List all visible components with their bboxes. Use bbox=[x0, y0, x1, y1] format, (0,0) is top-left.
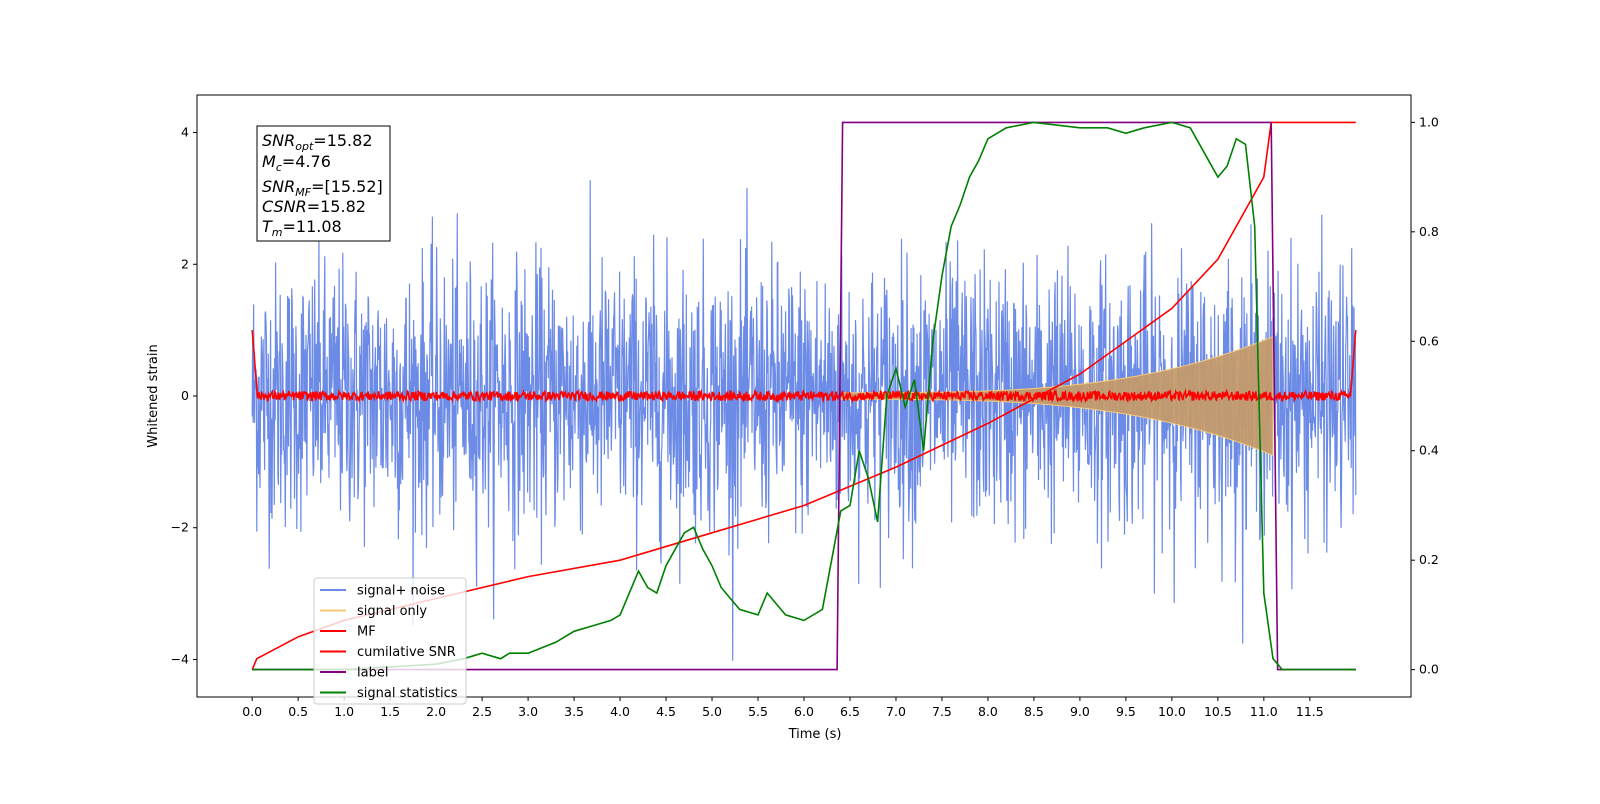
x-tick-label: 8.5 bbox=[1024, 704, 1044, 719]
annotation-line: CSNR=15.82 bbox=[262, 197, 366, 216]
x-tick-label: 0.5 bbox=[288, 704, 308, 719]
x-tick-label: 10.0 bbox=[1158, 704, 1186, 719]
x-tick-label: 0.0 bbox=[242, 704, 262, 719]
x-tick-label: 5.0 bbox=[702, 704, 722, 719]
annotation-line: SNRMF=[15.52] bbox=[262, 177, 383, 199]
line-signal-statistics bbox=[252, 121, 1356, 671]
x-tick-label: 2.0 bbox=[426, 704, 446, 719]
x-tick-label: 11.5 bbox=[1296, 704, 1324, 719]
x-tick-label: 1.5 bbox=[380, 704, 400, 719]
x-axis-label: Time (s) bbox=[788, 727, 842, 742]
x-tick-label: 9.0 bbox=[1070, 704, 1090, 719]
legend: signal+ noise signal only MF cumilative SNR… bbox=[313, 577, 467, 705]
legend-label: signal only bbox=[357, 604, 427, 619]
legend-label: cumilative SNR bbox=[357, 645, 456, 660]
x-tick-label: 4.0 bbox=[610, 704, 630, 719]
y-axis-left-ticks: 4 2 0 −2 −4 bbox=[171, 125, 197, 666]
y-right-tick-label: 0.2 bbox=[1419, 552, 1439, 567]
x-tick-label: 3.5 bbox=[564, 704, 584, 719]
x-tick-label: 6.0 bbox=[794, 704, 814, 719]
y-axis-right-ticks: 1.0 0.8 0.6 0.4 0.2 0.0 bbox=[1411, 114, 1439, 677]
x-tick-label: 10.5 bbox=[1204, 704, 1232, 719]
annotation-line: Tm=11.08 bbox=[262, 217, 342, 239]
annotation-line: SNRopt=15.82 bbox=[262, 131, 373, 153]
y-right-tick-label: 0.4 bbox=[1419, 443, 1439, 458]
y-left-tick-label: −2 bbox=[171, 520, 189, 535]
y-left-tick-label: 2 bbox=[181, 256, 189, 271]
x-tick-label: 2.5 bbox=[472, 704, 492, 719]
x-tick-label: 6.5 bbox=[840, 704, 860, 719]
line-mf bbox=[251, 330, 1357, 404]
legend-label: signal+ noise bbox=[357, 584, 445, 599]
y-left-tick-label: −4 bbox=[171, 651, 189, 666]
y-right-tick-label: 1.0 bbox=[1419, 114, 1439, 129]
x-tick-label: 1.0 bbox=[334, 704, 354, 719]
y-axis-label: Whitened strain bbox=[146, 344, 161, 447]
series-signal-noise bbox=[251, 180, 1357, 661]
x-tick-label: 8.0 bbox=[978, 704, 998, 719]
legend-label: signal statistics bbox=[357, 686, 458, 701]
x-tick-label: 7.5 bbox=[932, 704, 952, 719]
y-left-tick-label: 4 bbox=[181, 125, 189, 140]
x-tick-label: 4.5 bbox=[656, 704, 676, 719]
legend-label: label bbox=[357, 666, 388, 681]
x-tick-label: 7.0 bbox=[886, 704, 906, 719]
y-right-tick-label: 0.6 bbox=[1419, 333, 1439, 348]
y-left-tick-label: 0 bbox=[181, 388, 189, 403]
annotation-box bbox=[256, 125, 391, 242]
x-axis-ticks: 0.0 0.5 1.0 1.5 2.0 2.5 3.0 3.5 4.0 4.5 5.0 5.5 6.0 6… bbox=[242, 697, 1324, 719]
y-right-tick-label: 0.0 bbox=[1419, 662, 1439, 677]
x-tick-label: 9.5 bbox=[1116, 704, 1136, 719]
legend-box bbox=[313, 577, 467, 705]
y-right-tick-label: 0.8 bbox=[1419, 224, 1439, 239]
x-tick-label: 11.0 bbox=[1250, 704, 1278, 719]
series-mf bbox=[251, 330, 1357, 404]
legend-label: MF bbox=[357, 625, 376, 640]
x-tick-label: 3.0 bbox=[518, 704, 538, 719]
annotation-line: Mc=4.76 bbox=[262, 152, 331, 174]
line-signal-noise bbox=[251, 180, 1357, 661]
x-tick-label: 5.5 bbox=[748, 704, 768, 719]
